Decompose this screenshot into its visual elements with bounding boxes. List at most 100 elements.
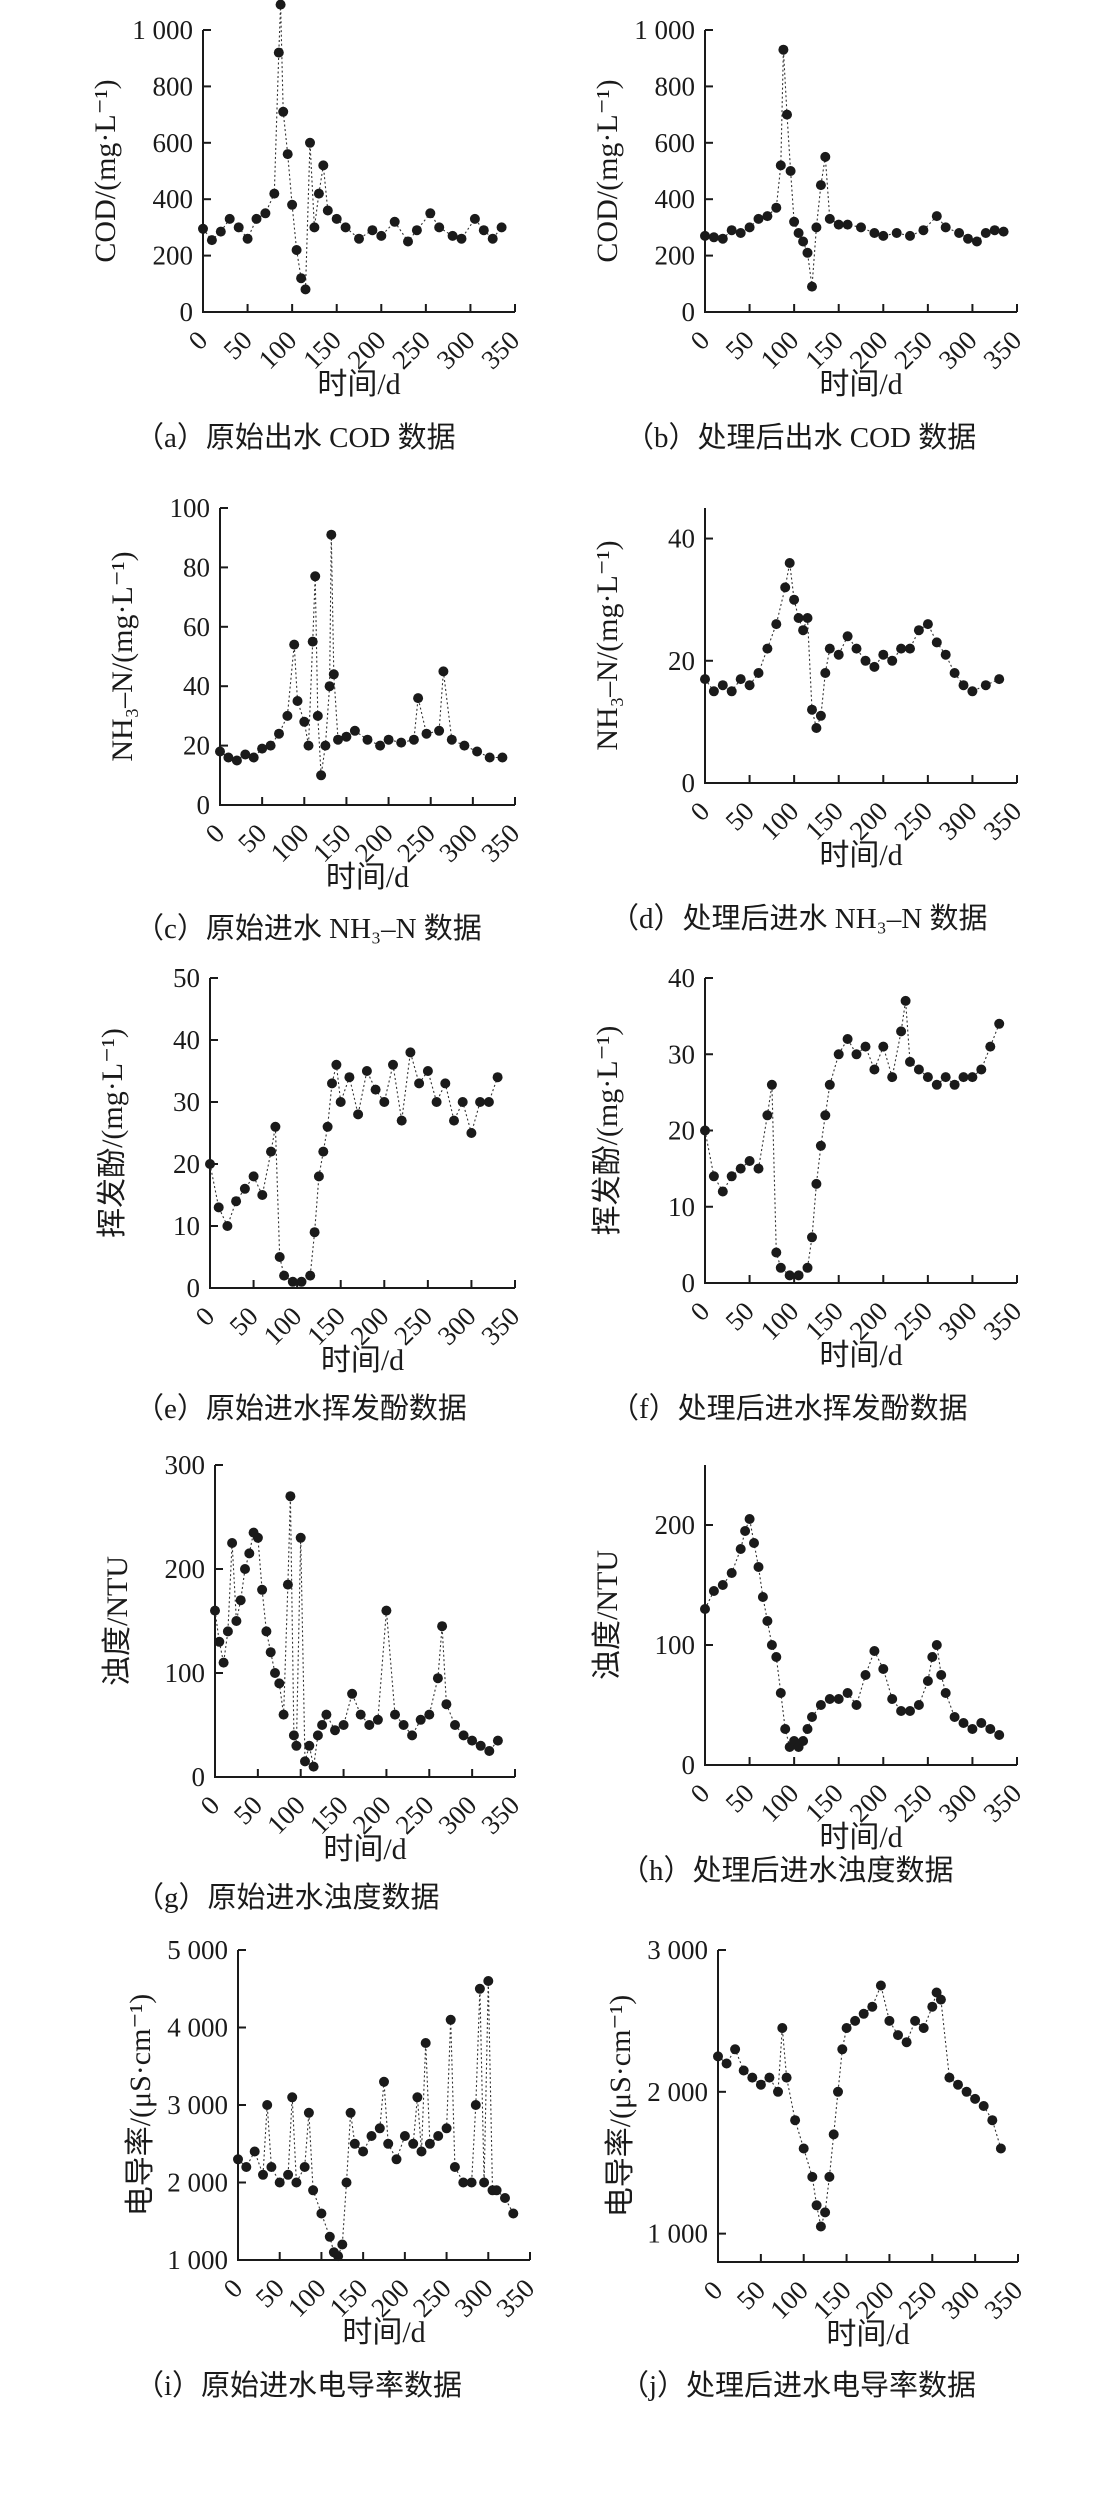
data-point <box>287 199 298 210</box>
data-point <box>878 1664 889 1674</box>
data-point <box>893 2030 903 2041</box>
data-point <box>335 1097 346 1107</box>
data-point <box>223 752 234 763</box>
data-point <box>762 1616 773 1626</box>
data-point <box>285 1491 296 1502</box>
panel-caption: （b）处理后出水 COD 数据 <box>625 421 976 454</box>
data-point <box>867 2001 878 2012</box>
data-point <box>447 230 458 241</box>
data-point <box>833 219 844 230</box>
y-tick-label: 100 <box>655 1630 696 1660</box>
data-point <box>958 1072 969 1083</box>
x-tick-label: 50 <box>720 1778 760 1818</box>
data-point <box>366 2131 377 2141</box>
data-point <box>413 693 424 704</box>
data-point <box>239 1183 250 1194</box>
data-point <box>824 643 835 654</box>
data-point <box>753 1562 764 1572</box>
x-axis-label: 时间/d <box>326 861 409 894</box>
data-point <box>931 211 942 222</box>
data-point <box>781 2072 792 2083</box>
y-axis-label: 电导率/(μS·cm⁻¹) <box>124 1994 157 2217</box>
data-point <box>326 529 337 540</box>
data-point <box>824 2171 835 2182</box>
y-tick-label: 600 <box>655 128 696 158</box>
data-point <box>333 2251 344 2262</box>
y-axis-label: 挥发酚/(mg·L⁻¹) <box>591 1026 624 1236</box>
data-point <box>300 1756 310 1767</box>
data-point <box>396 737 407 748</box>
data-point <box>270 1121 281 1132</box>
data-point <box>278 106 289 117</box>
data-point <box>261 1626 272 1637</box>
data-point <box>383 734 394 745</box>
data-point <box>322 1121 333 1132</box>
data-point <box>265 1647 276 1658</box>
data-point <box>949 668 960 678</box>
y-tick-label: 300 <box>165 1450 206 1480</box>
x-tick-label: 350 <box>977 796 1027 846</box>
data-point <box>789 216 800 227</box>
data-point <box>320 740 331 751</box>
x-tick-label: 350 <box>475 818 525 868</box>
data-point <box>484 1746 495 1756</box>
data-point <box>424 2138 435 2149</box>
x-tick-label: 50 <box>228 1790 268 1830</box>
data-point <box>310 571 321 582</box>
x-axis-label: 时间/d <box>826 2318 909 2351</box>
data-point <box>815 1700 826 1710</box>
data-point <box>940 1688 951 1698</box>
panel-caption: （d）处理后进水 NH₃–N 数据 <box>610 902 987 935</box>
x-tick-label: 0 <box>189 1301 220 1332</box>
data-point <box>408 2138 419 2149</box>
data-point <box>753 668 764 678</box>
data-point <box>231 1616 242 1626</box>
data-point <box>222 1626 233 1637</box>
data-point <box>291 1740 302 1751</box>
y-axis-label: 浊度/NTU <box>591 1550 624 1680</box>
data-point <box>313 1171 324 1182</box>
x-tick-label: 0 <box>217 2273 248 2304</box>
data-point <box>457 1097 468 1107</box>
data-point <box>913 625 924 636</box>
x-tick-label: 350 <box>475 1790 525 1840</box>
data-point <box>931 1079 942 1090</box>
data-point <box>322 205 333 216</box>
data-point <box>963 233 973 244</box>
axes-c <box>219 508 515 806</box>
data-point <box>833 649 844 660</box>
y-tick-label: 30 <box>668 1039 695 1069</box>
data-point <box>364 1720 375 1730</box>
y-tick-label: 3 000 <box>167 2090 228 2120</box>
x-axis-label: 时间/d <box>323 1833 406 1866</box>
y-tick-label: 10 <box>173 1211 200 1241</box>
data-point <box>807 1712 817 1722</box>
data-point <box>949 1079 960 1090</box>
data-point <box>940 1072 951 1083</box>
data-point <box>205 1159 215 1169</box>
data-point <box>420 2038 431 2048</box>
data-point <box>214 1636 225 1647</box>
data-point <box>708 232 719 243</box>
x-tick-label: 100 <box>265 818 315 868</box>
data-point <box>842 1688 853 1698</box>
data-point <box>374 2123 385 2134</box>
data-point <box>717 1580 728 1590</box>
data-point <box>340 222 351 233</box>
data-point <box>785 166 796 176</box>
data-point <box>757 1592 768 1602</box>
data-point <box>798 1736 809 1746</box>
panel-caption: （i）原始进水电导率数据 <box>135 2369 462 2402</box>
panel-caption: （j）处理后进水电导率数据 <box>620 2369 976 2402</box>
data-point <box>811 1178 822 1189</box>
data-point <box>437 1621 448 1632</box>
data-point <box>860 1670 871 1680</box>
data-point <box>240 1564 250 1574</box>
data-point <box>901 2037 912 2048</box>
data-point <box>815 2221 826 2232</box>
data-point <box>922 1072 933 1083</box>
data-point <box>784 558 795 568</box>
data-point <box>967 1724 978 1734</box>
x-tick-label: 50 <box>720 796 760 836</box>
